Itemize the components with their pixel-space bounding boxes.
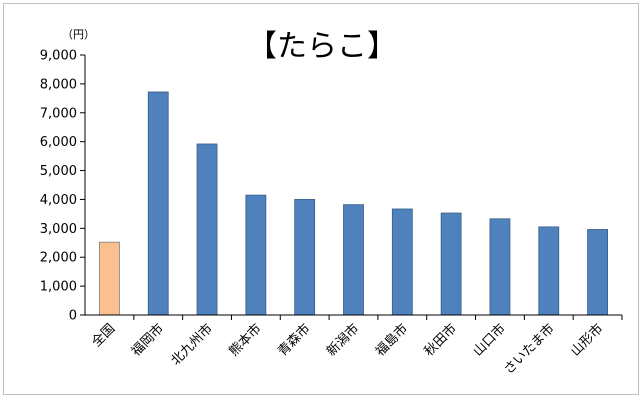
category-label: 福島市: [372, 321, 411, 360]
bar-熊本市: [245, 194, 267, 316]
bar-さいたま市: [538, 226, 560, 316]
category-label: 北九州市: [168, 321, 216, 369]
y-tick-label: 6,000: [40, 135, 77, 150]
category-label: 全国: [89, 321, 119, 351]
y-axis-unit-label: （円）: [62, 28, 95, 41]
bar-山口市: [489, 218, 511, 316]
chart-frame: [3, 3, 639, 395]
y-tick-label: 0: [69, 309, 77, 324]
y-tick-label: 4,000: [40, 193, 77, 208]
y-tick-label: 9,000: [40, 49, 77, 64]
category-label: 山口市: [470, 321, 509, 360]
category-label: 山形市: [568, 321, 607, 360]
category-label: 福岡市: [128, 321, 167, 360]
category-label: 熊本市: [226, 321, 265, 360]
bar-福岡市: [147, 91, 169, 316]
y-tick-label: 8,000: [40, 77, 77, 92]
bars-group: [99, 91, 623, 320]
category-label: 新潟市: [323, 321, 362, 360]
bar-秋田市: [440, 212, 462, 316]
y-tick-label: 7,000: [40, 106, 77, 121]
bar-青森市: [294, 199, 316, 316]
bar-山形市: [587, 229, 608, 316]
category-label: さいたま市: [501, 321, 558, 378]
y-tick-label: 2,000: [40, 251, 77, 266]
bar-北九州市: [196, 143, 218, 316]
category-label: 青森市: [275, 321, 314, 360]
y-tick-label: 5,000: [40, 164, 77, 179]
bar-福島市: [391, 208, 413, 316]
chart-title: 【たらこ】: [247, 29, 397, 64]
y-axis-ticks: 0 1,000 2,000 3,000 4,000 5,000 6,000 7,000 8,00…: [40, 49, 85, 324]
bar-全国: [99, 241, 120, 316]
bar-新潟市: [343, 204, 364, 316]
category-label: 秋田市: [421, 321, 460, 360]
y-tick-label: 1,000: [40, 280, 77, 295]
y-tick-label: 3,000: [40, 222, 77, 237]
